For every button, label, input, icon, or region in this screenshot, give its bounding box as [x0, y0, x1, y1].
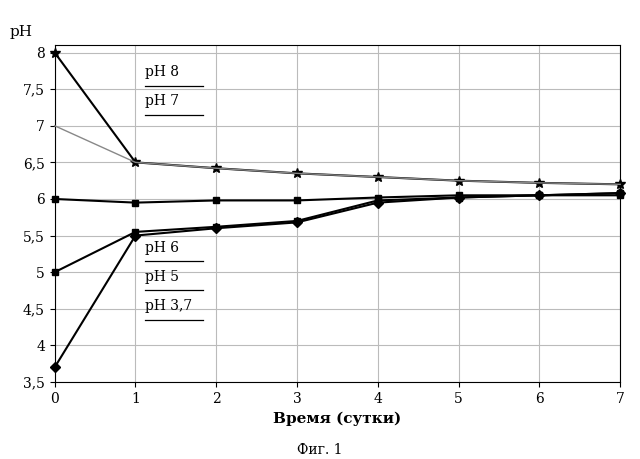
Text: pH 3,7: pH 3,7 [145, 299, 193, 313]
Text: pH 5: pH 5 [145, 270, 179, 284]
Text: pH 7: pH 7 [145, 94, 179, 108]
X-axis label: Время (сутки): Время (сутки) [273, 411, 401, 425]
Text: pH 6: pH 6 [145, 241, 179, 255]
Text: pH 8: pH 8 [145, 65, 179, 79]
Text: Фиг. 1: Фиг. 1 [297, 443, 343, 458]
Text: pH: pH [10, 24, 33, 39]
